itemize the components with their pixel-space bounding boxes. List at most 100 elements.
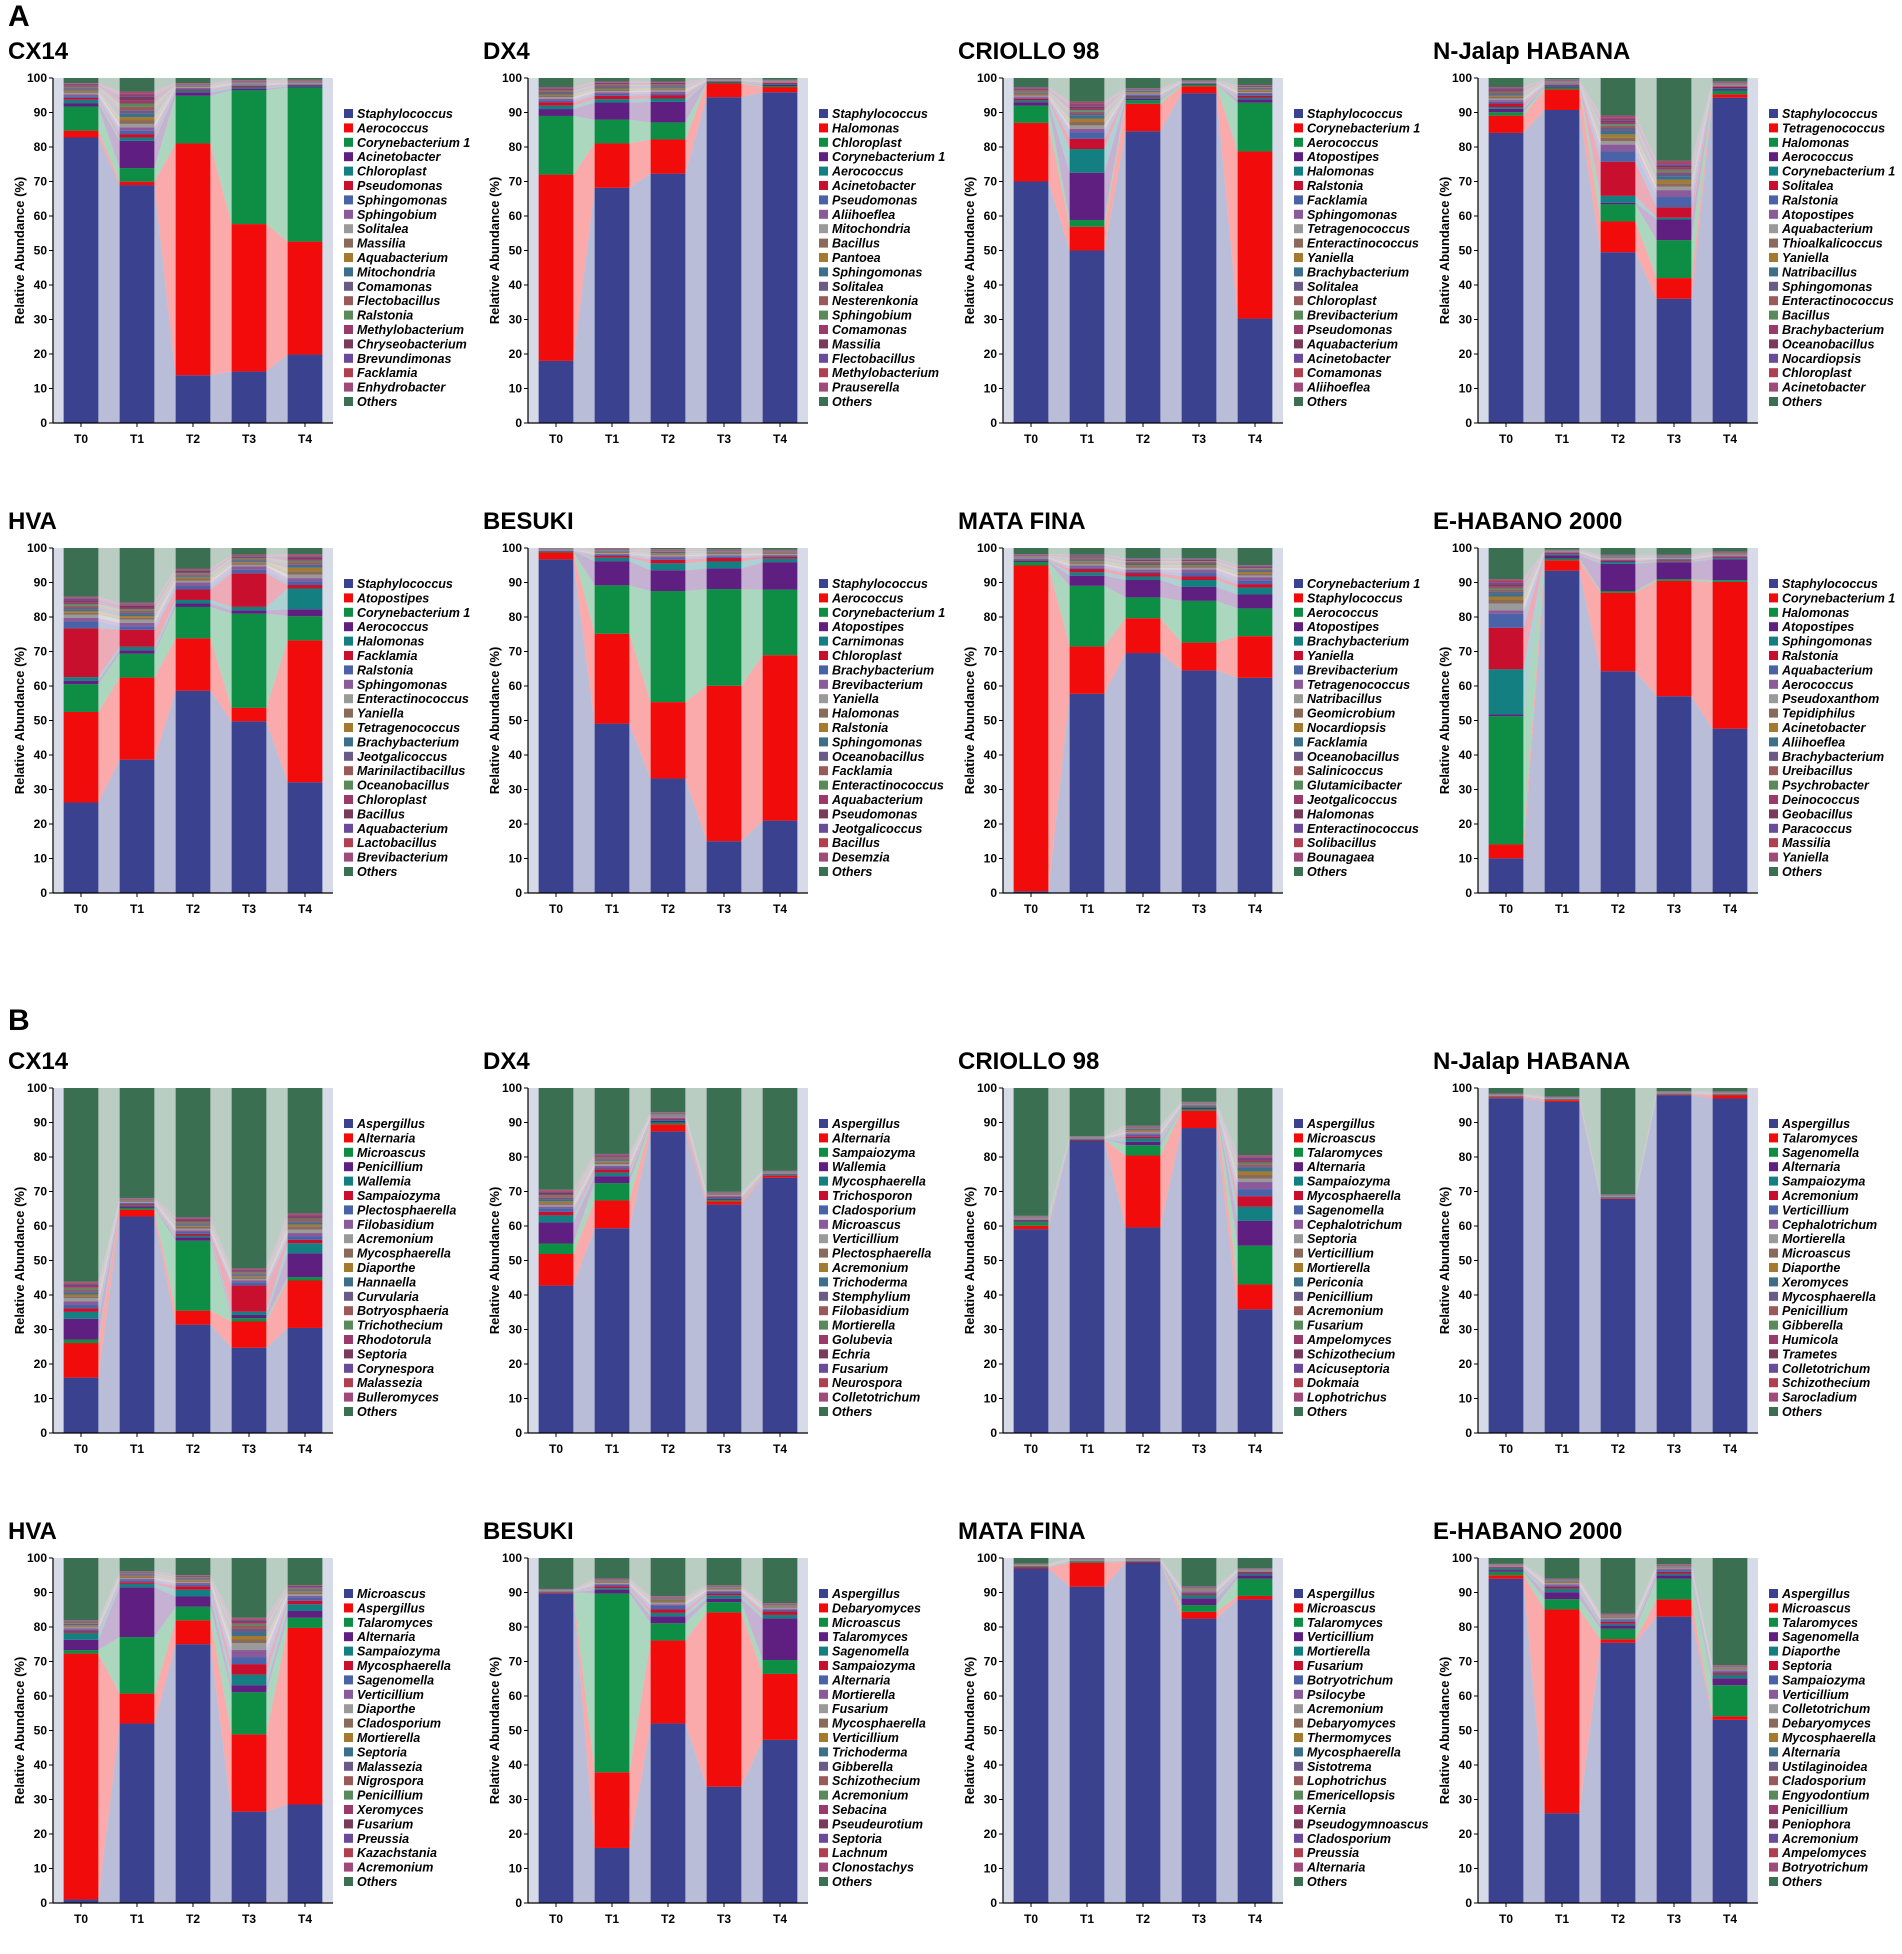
chart-a-4-bar-t0-seg-4: [1488, 108, 1524, 113]
chart-b-5-legend-label-7: Sagenomella: [357, 1673, 434, 1687]
chart-a-7-legend-swatch-9: [1294, 694, 1303, 704]
chart-a-5-legend-label-14: Marinilactibacillus: [357, 764, 465, 778]
chart-a-6-bar-t2-seg-8: [650, 556, 686, 559]
chart-b-8-legend-swatch-2: [1769, 1603, 1778, 1613]
chart-a-1-flow-10-2: [154, 86, 176, 124]
chart-b-7-legend-label-12: Mycosphaerella: [1307, 1745, 1401, 1759]
chart-b-1-flow-13-4: [266, 1221, 288, 1276]
chart-a-2-bar-t0-seg-14: [538, 91, 574, 93]
chart-a-1-legend-label-7: Sphingomonas: [357, 193, 447, 207]
chart-a-7-flow-14-1: [1048, 556, 1070, 560]
chart-a-1-bar-t0-seg-15: [63, 86, 99, 88]
chart-a-6-legend-label-13: Oceanobacillus: [832, 750, 924, 764]
chart-a-4-bar-t3-seg-17: [1656, 165, 1692, 168]
chart-b-2-flow-9-4: [741, 1172, 763, 1196]
chart-a-5-bar-t2-seg-7: [175, 586, 211, 590]
chart-a-6-flow-19-2: [629, 548, 651, 550]
chart-b-3-bar-t0-seg-21: [1013, 1088, 1049, 1216]
chart-b-2-bar-t2-seg-6: [650, 1118, 686, 1120]
chart-a-2-bar-t1-seg-12: [594, 87, 630, 89]
chart-b-2-flow-12-3: [685, 1115, 707, 1195]
chart-b-6-flow-1-1: [573, 1593, 595, 1903]
chart-a-3-y-tick-70: 70: [984, 175, 998, 189]
chart-b-1-bar-t3-seg-10: [231, 1277, 267, 1279]
chart-b-7-legend-label-4: Verticillium: [1307, 1630, 1374, 1644]
chart-a-6-flow-20-4: [741, 549, 763, 551]
chart-a-2-flow-15-3: [685, 79, 707, 86]
chart-b-5-y-tick-80: 80: [34, 1620, 48, 1634]
chart-b-6-flow-5-1: [573, 1588, 595, 1592]
chart-b-3-bar-t4-seg-15: [1237, 1162, 1273, 1165]
chart-b-3-legend-label-9: Septoria: [1307, 1232, 1357, 1246]
chart-b-4-legend-swatch-3: [1769, 1147, 1778, 1157]
chart-a-7-y-tick-0: 0: [990, 886, 997, 900]
chart-a-1-bar-t1-seg-4: [119, 140, 155, 169]
chart-a-4-bar-t2-seg-8: [1600, 144, 1636, 152]
chart-a-8-flow-3-1: [1523, 558, 1545, 845]
chart-a-8-bar-t0-seg-7: [1488, 613, 1524, 628]
chart-b-1-y-tick-80: 80: [34, 1150, 48, 1164]
chart-b-1-legend-swatch-19: [344, 1378, 353, 1388]
chart-b-5-legend-swatch-9: [344, 1704, 353, 1714]
chart-b-7-bar-t4-seg-1: [1237, 1599, 1273, 1903]
chart-a-2-bar-t4-seg-21: [762, 78, 798, 80]
chart-b-4-flow-20-2: [1579, 1096, 1601, 1195]
chart-b-8-bar-t1-seg-5: [1544, 1588, 1580, 1593]
chart-a-6-flow-7-4: [741, 555, 763, 559]
chart-a-8-bar-t3-seg-2: [1656, 580, 1692, 697]
chart-b-1-y-tick-90: 90: [34, 1116, 48, 1130]
chart-b-3-flow-13-3: [1160, 1103, 1182, 1130]
chart-b-2-bar-t4-seg-21: [762, 1088, 798, 1171]
chart-a-5-bar-t3-seg-4: [231, 610, 267, 614]
chart-a-8-legend-label-19: Massilia: [1782, 836, 1831, 850]
chart-b-7-bar-t3-seg-2: [1181, 1611, 1217, 1619]
chart-a-3-bar-t2-seg-13: [1125, 90, 1161, 92]
chart-b-1-legend-swatch-11: [344, 1263, 353, 1272]
chart-b-2-flow-14-3: [685, 1114, 707, 1195]
chart-a-8-legend-swatch-11: [1769, 723, 1778, 732]
chart-a-6-legend-swatch-8: [819, 679, 828, 689]
chart-a-5-bar-t3-seg-16: [231, 557, 267, 559]
chart-a-2-x-tick-t4: T4: [773, 432, 787, 446]
chart-a-7-flow-1-3: [1160, 653, 1182, 893]
chart-b-5-bar-t3-seg-14: [231, 1625, 267, 1629]
chart-b-3-legend-label-11: Mortierella: [1307, 1261, 1370, 1275]
chart-a-3-bar-t0-seg-9: [1013, 95, 1049, 97]
chart-a-2-flow-6-1: [573, 95, 595, 106]
chart-b-3-flow-5-3: [1160, 1106, 1182, 1142]
chart-a-5-flow-11-3: [210, 562, 232, 580]
chart-b-2-bar-t1-seg-18: [594, 1155, 630, 1157]
chart-b-1-flow-9-1: [98, 1202, 120, 1302]
chart-a-6-legend-swatch-7: [819, 665, 828, 675]
chart-a-7-flow-5-3: [1160, 576, 1182, 587]
chart-a-3-bar-t1-seg-2: [1069, 226, 1105, 251]
chart-a-6-legend-swatch-17: [819, 809, 828, 819]
chart-a-8-y-tick-30: 30: [1459, 783, 1473, 797]
chart-b-7-flow-5-3: [1160, 1560, 1182, 1599]
chart-a-3-flow-19-1: [1048, 88, 1070, 106]
chart-a-2-bar-t2-seg-15: [650, 84, 686, 86]
chart-a-5-bar-t2-seg-6: [175, 589, 211, 600]
chart-b-6-y-tick-20: 20: [509, 1827, 523, 1841]
chart-b-3-flow-3-1: [1048, 1139, 1070, 1226]
chart-a-3-bar-t4-seg-9: [1237, 91, 1273, 93]
chart-a-3-legend-label-2: Corynebacterium 1: [1307, 121, 1420, 135]
chart-b-4-flow-12-4: [1691, 1092, 1713, 1093]
chart-a-7-bar-t2-seg-13: [1125, 562, 1161, 564]
chart-b-4-flow-12-3: [1635, 1092, 1657, 1196]
chart-a-5-bar-t2-seg-17: [175, 571, 211, 573]
chart-a-7-y-tick-90: 90: [984, 576, 998, 590]
chart-a-6-bar-t1-seg-11: [594, 551, 630, 553]
chart-a-7-flow-6-3: [1160, 573, 1182, 580]
chart-b-5-bar-t2-seg-4: [175, 1596, 211, 1607]
chart-a-8-bar-t3-seg-6: [1656, 560, 1692, 562]
chart-b-1-bar-t1-seg-10: [119, 1201, 155, 1203]
chart-a-3-legend-label-17: Aquabacterium: [1306, 337, 1398, 351]
chart-b-8-flow-1-4: [1691, 1616, 1713, 1903]
chart-a-8-y-tick-60: 60: [1459, 679, 1473, 693]
chart-a-6-legend-label-18: Jeotgalicoccus: [832, 822, 922, 836]
chart-b-2-flow-21-3: [685, 1088, 707, 1192]
chart-a-7-bar-t1-seg-14: [1069, 558, 1105, 560]
chart-a-3-flow-3-4: [1216, 84, 1238, 152]
